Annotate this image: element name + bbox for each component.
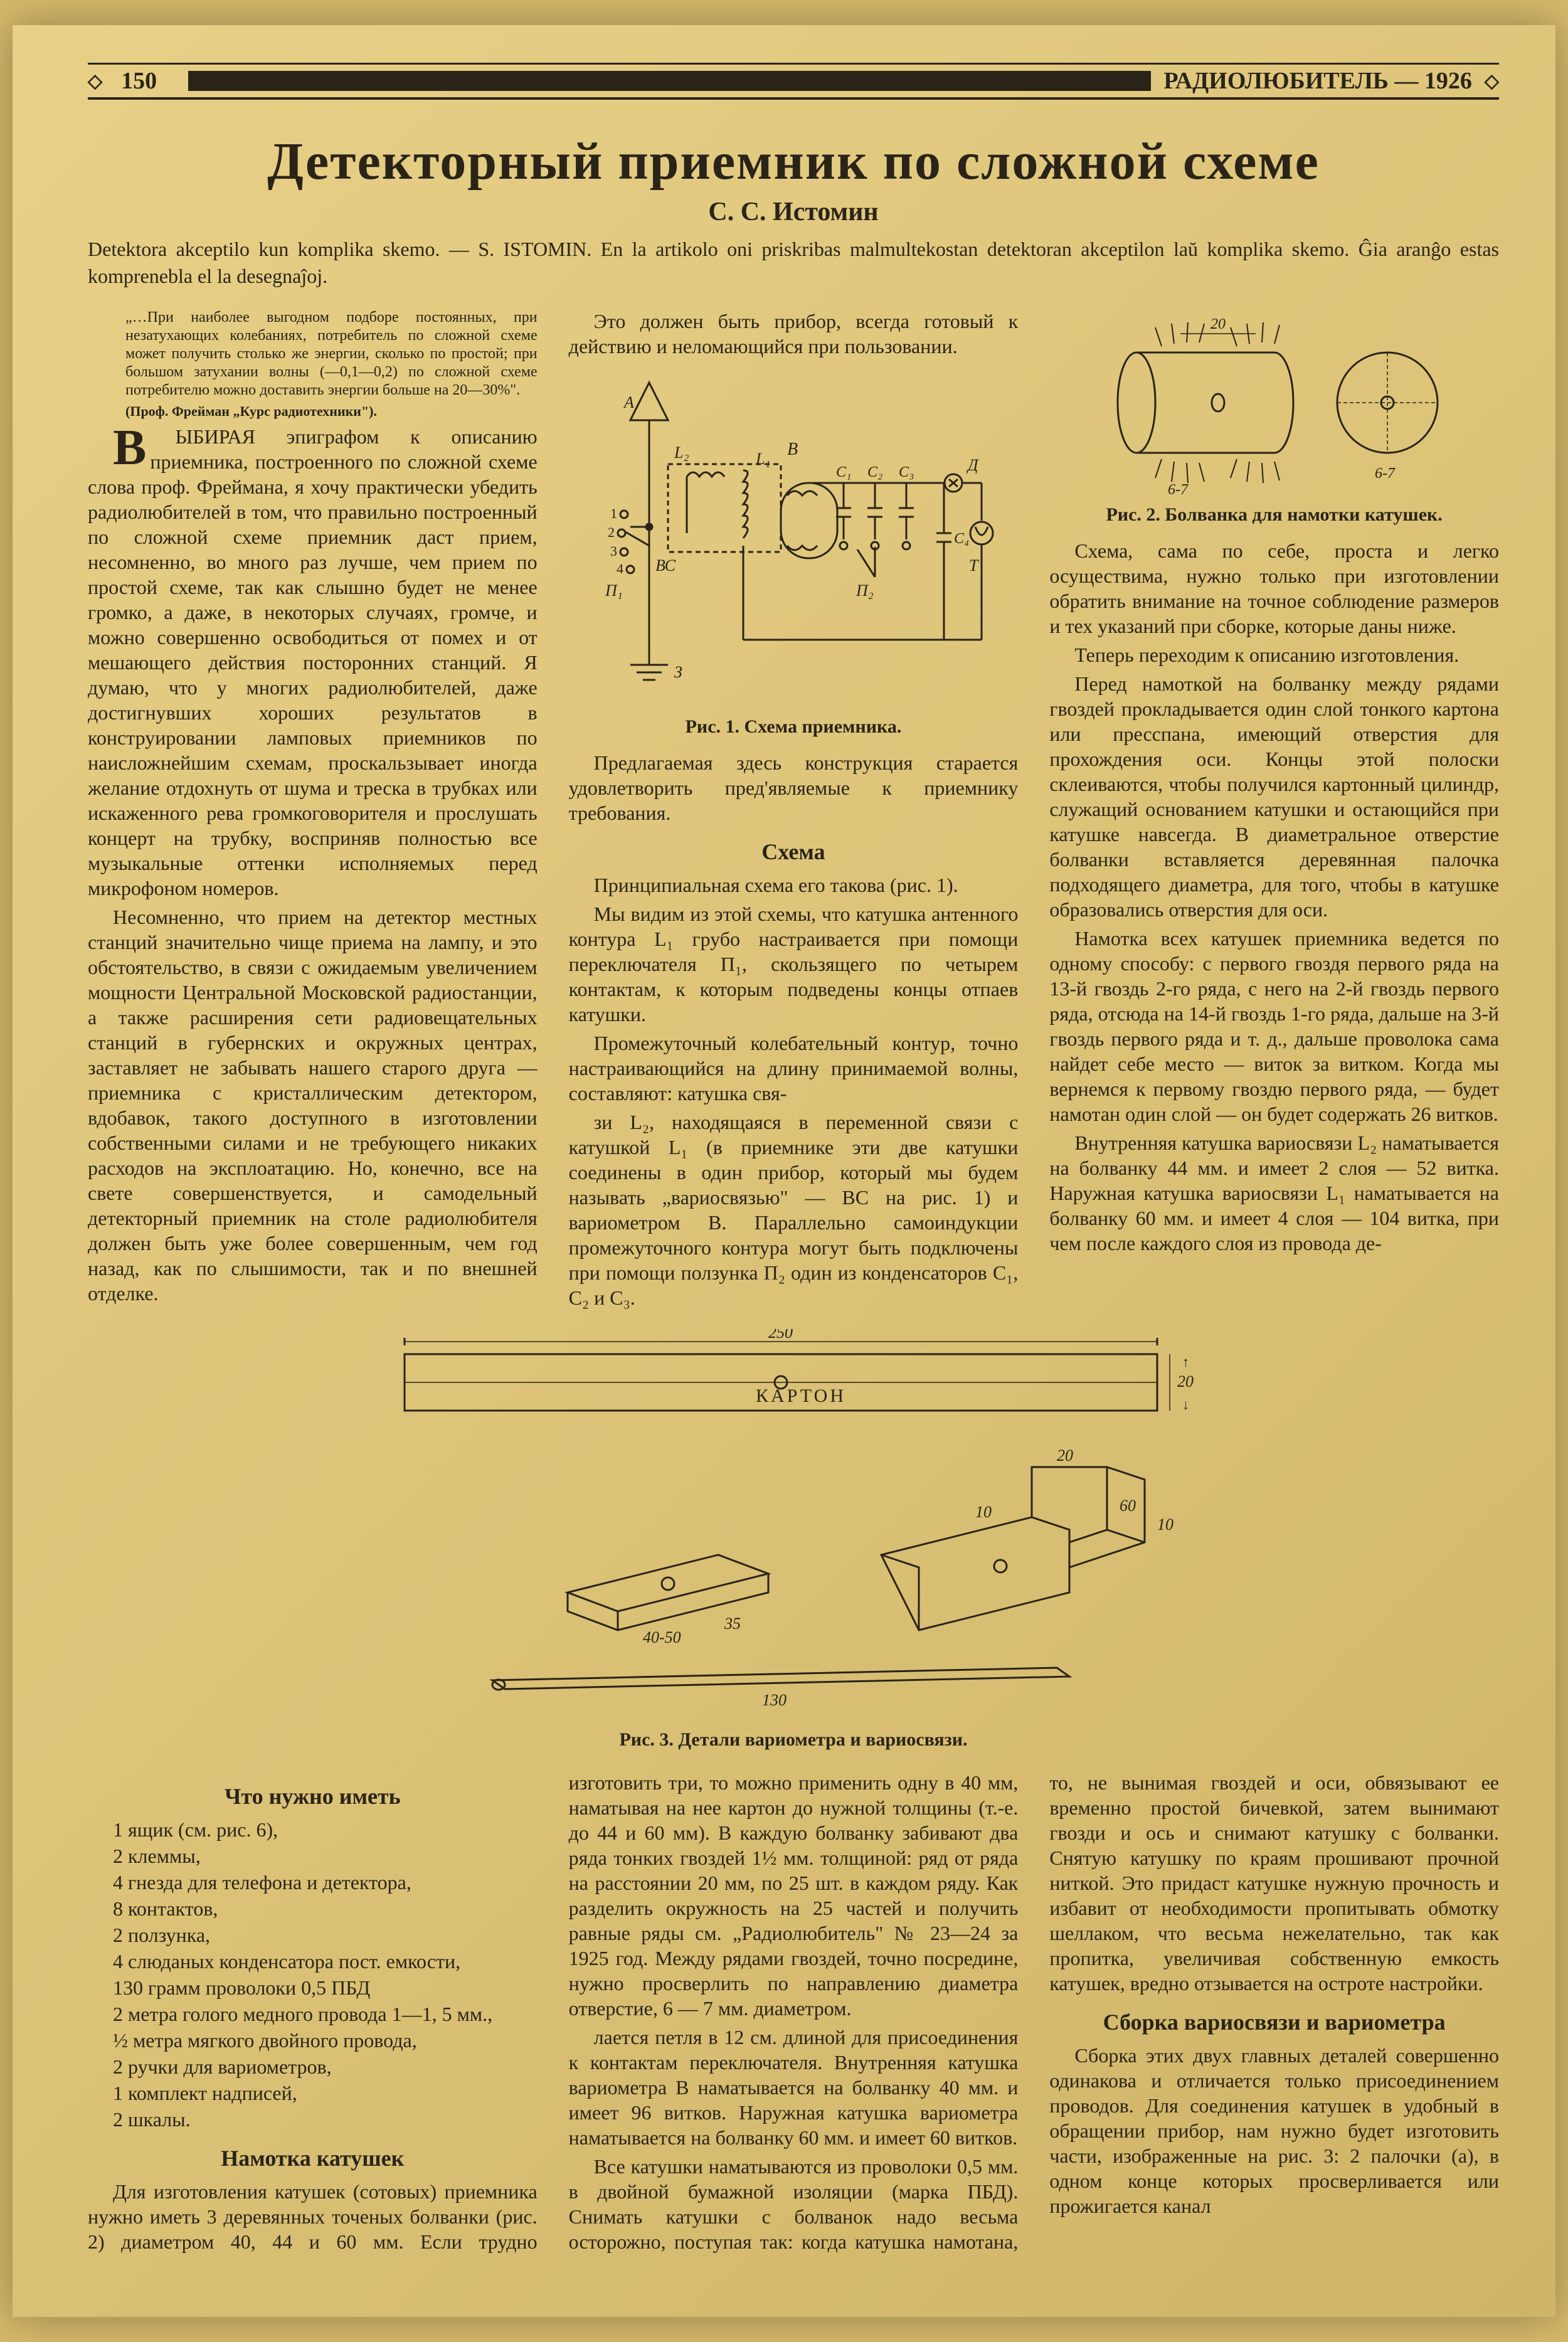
figure-2: 20 6-7 6-7 Рис. 2. Болванка для намотки … — [1049, 309, 1499, 527]
body-paragraph: Сборка этих двух главных деталей соверше… — [1049, 2043, 1499, 2218]
svg-text:4: 4 — [617, 561, 623, 576]
list-item: 4 гнезда для телефона и детектора, — [113, 1870, 538, 1895]
body-paragraph: зи L₂, находящаяся в переменной связи с … — [569, 1110, 1019, 1310]
figure-3-caption: Рис. 3. Детали вариометра и вариосвязи. — [88, 1728, 1499, 1752]
figure-2-caption: Рис. 2. Болванка для намотки катушек. — [1049, 503, 1499, 527]
body-paragraph: Это должен быть прибор, всегда готовый к… — [569, 309, 1019, 359]
body-paragraph: Намотка всех катушек приемника ведется п… — [1049, 926, 1499, 1126]
body-paragraph: Перед намоткой на болванку между рядами … — [1049, 671, 1499, 922]
svg-text:20: 20 — [1177, 1372, 1194, 1391]
list-item: 2 ползунка, — [113, 1922, 538, 1947]
svg-text:3: 3 — [610, 543, 617, 559]
body-columns-continued: Что нужно иметь 1 ящик (см. рис. 6), 2 к… — [88, 1770, 1499, 2254]
svg-text:20: 20 — [1057, 1446, 1073, 1465]
section-heading-assembly: Сборка вариосвязи и вариометра — [1049, 2008, 1499, 2037]
section-heading-schema: Схема — [569, 838, 1019, 866]
list-item: 1 комплект надписей, — [113, 2080, 538, 2106]
circuit-schematic-svg: А L₂ L₁ B ВС 1 — [593, 370, 994, 709]
epigraph-cite: (Проф. Фрейман „Курс радиотехники"). — [88, 403, 538, 420]
svg-text:П₁: П₁ — [605, 581, 623, 600]
svg-text:C₁: C₁ — [836, 464, 851, 480]
running-header: ◇ 150 РАДИОЛЮБИТЕЛЬ — 1926 ◇ — [88, 63, 1499, 100]
svg-text:6-7: 6-7 — [1375, 465, 1396, 482]
bobbin-svg: 20 6-7 6-7 — [1074, 309, 1475, 497]
svg-text:60: 60 — [1120, 1497, 1136, 1515]
diamond-icon: ◇ — [88, 70, 102, 92]
body-paragraph: Теперь переходим к описанию изготовления… — [1049, 642, 1499, 667]
list-item: ½ метра мягкого двойного провода, — [113, 2028, 538, 2053]
body-paragraph: лается петля в 12 см. длиной для присоед… — [569, 2025, 1019, 2150]
svg-text:10: 10 — [1157, 1515, 1173, 1534]
svg-text:КАРТОН: КАРТОН — [756, 1386, 846, 1406]
svg-text:↓: ↓ — [1182, 1397, 1189, 1412]
svg-text:П₂: П₂ — [856, 581, 874, 600]
body-paragraph: Предлагаемая здесь конструкция старается… — [569, 750, 1019, 825]
body-paragraph: Несомненно, что прием на детектор местны… — [88, 904, 538, 1306]
body-paragraph: Промежуточный колебательный контур, точн… — [569, 1031, 1019, 1106]
list-item: 2 метра голого медного провода 1—1, 5 мм… — [113, 2001, 538, 2027]
svg-text:250: 250 — [768, 1329, 793, 1342]
svg-text:C₄: C₄ — [954, 531, 969, 547]
section-heading-need: Что нужно иметь — [88, 1783, 538, 1811]
svg-text:ВС: ВС — [655, 556, 676, 575]
svg-text:20: 20 — [1210, 316, 1226, 332]
list-item: 8 контактов, — [113, 1896, 538, 1921]
list-item: 2 ручки для вариометров, — [113, 2054, 538, 2079]
svg-text:1: 1 — [610, 506, 617, 521]
body-paragraph: Принципиальная схема его такова (рис. 1)… — [569, 872, 1019, 898]
svg-text:C₃: C₃ — [899, 464, 914, 480]
esperanto-abstract: Detektora akceptilo kun komplika skemo. … — [88, 236, 1499, 290]
article-author: С. С. Истомин — [88, 197, 1499, 227]
svg-text:Д: Д — [966, 456, 979, 474]
body-columns: „…При наиболее выгодном подборе постоянн… — [88, 309, 1499, 1770]
figure-1-caption: Рис. 1. Схема приемника. — [569, 715, 1019, 739]
section-heading-winding: Намотка катушек — [88, 2144, 538, 2173]
svg-text:З: З — [674, 663, 682, 681]
svg-text:130: 130 — [762, 1691, 787, 1709]
svg-text:L₁: L₁ — [755, 450, 771, 468]
figure-3: КАРТОН 250 20 ↑ ↓ — [88, 1329, 1499, 1752]
materials-list: 1 ящик (см. рис. 6), 2 клеммы, 4 гнезда … — [113, 1817, 538, 2132]
list-item: 2 клеммы, — [113, 1843, 538, 1868]
list-item: 1 ящик (см. рис. 6), — [113, 1817, 538, 1842]
svg-text:2: 2 — [608, 524, 615, 540]
list-item: 2 шкалы. — [113, 2107, 538, 2132]
epigraph-quote: „…При наиболее выгодном подборе постоянн… — [88, 309, 538, 399]
svg-text:10: 10 — [975, 1503, 992, 1521]
page-number: 150 — [121, 67, 157, 95]
svg-text:А: А — [623, 393, 634, 411]
list-item: 130 грамм проволоки 0,5 ПБД — [113, 1975, 538, 2000]
body-paragraph: ВЫБИРАЯ эпиграфом к описанию приемника, … — [88, 424, 538, 901]
header-bar — [188, 71, 1151, 91]
svg-text:T: T — [969, 556, 979, 575]
svg-text:L₂: L₂ — [674, 443, 689, 462]
variometer-parts-svg: КАРТОН 250 20 ↑ ↓ — [329, 1329, 1258, 1718]
body-paragraph: Схема, сама по себе, проста и легко осущ… — [1049, 538, 1499, 638]
svg-text:40-50: 40-50 — [643, 1628, 681, 1646]
svg-text:C₂: C₂ — [867, 464, 882, 480]
diamond-icon: ◇ — [1485, 70, 1499, 92]
svg-text:35: 35 — [724, 1614, 741, 1633]
figure-1: А L₂ L₁ B ВС 1 — [569, 370, 1019, 739]
body-paragraph: Внутренняя катушка вариосвязи L₂ наматыв… — [1049, 1130, 1499, 1256]
list-item: 4 слюданых конденсатора пост. емкости, — [113, 1949, 538, 1974]
body-paragraph: Мы видим из этой схемы, что катушка анте… — [569, 901, 1019, 1027]
page: ◇ 150 РАДИОЛЮБИТЕЛЬ — 1926 ◇ Детекторный… — [13, 25, 1555, 2317]
svg-text:B: B — [787, 440, 798, 459]
svg-text:↑: ↑ — [1182, 1354, 1189, 1370]
journal-title: РАДИОЛЮБИТЕЛЬ — 1926 — [1163, 67, 1472, 95]
svg-text:6-7: 6-7 — [1168, 482, 1189, 497]
article-title: Детекторный приемник по сложной схеме — [88, 131, 1499, 192]
